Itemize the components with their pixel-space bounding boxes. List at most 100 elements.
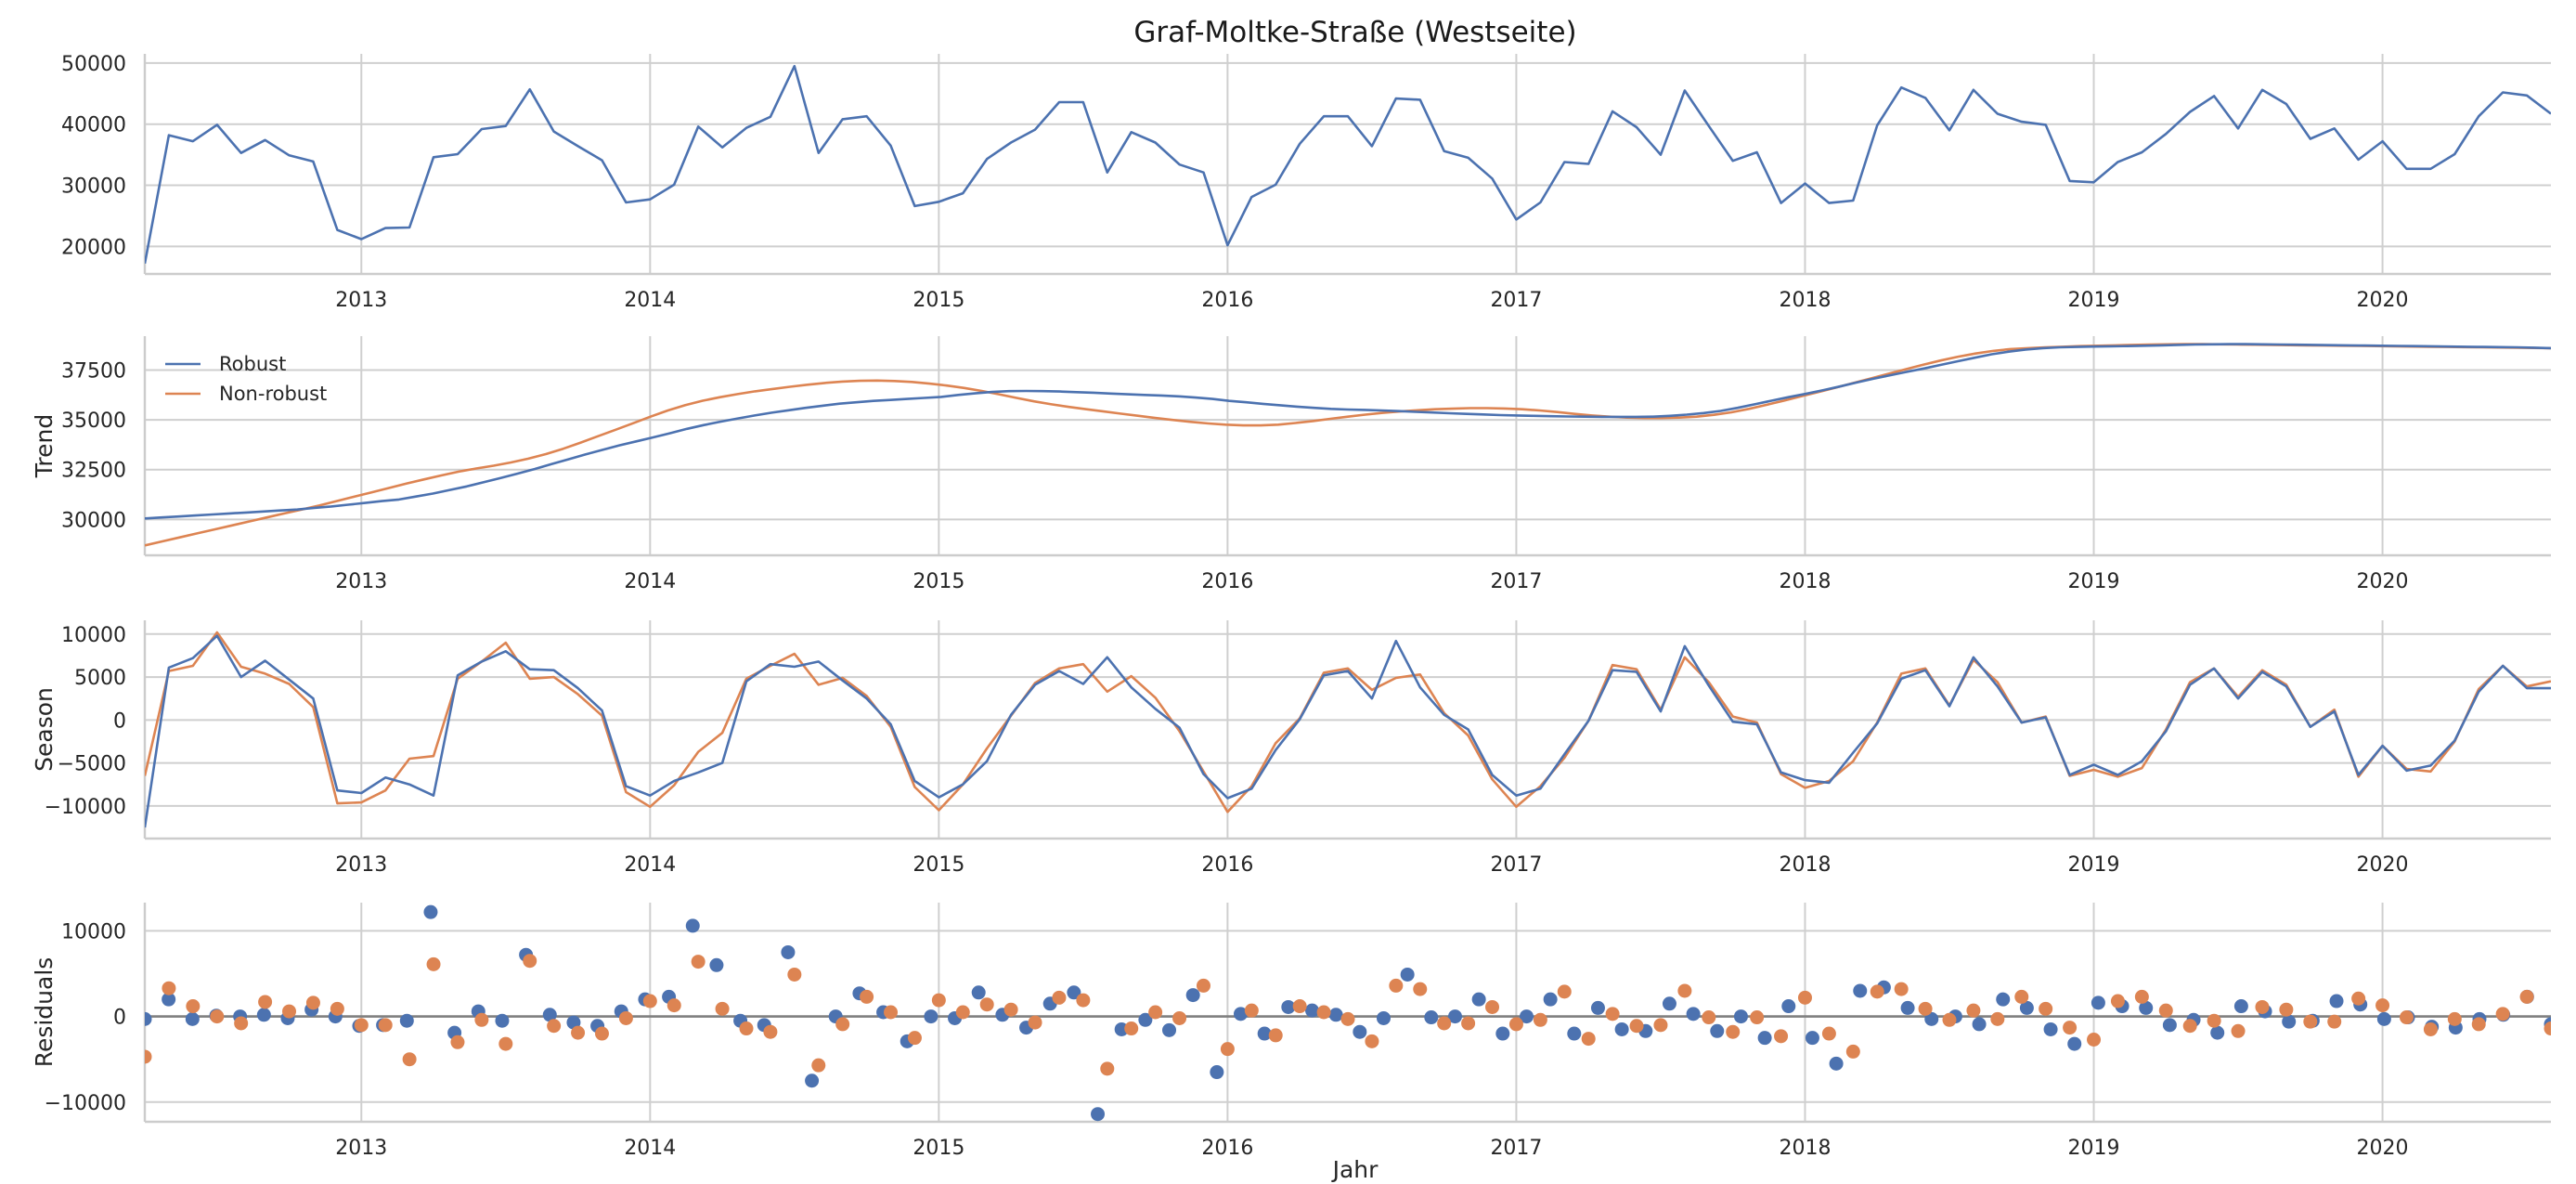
residual-point-non-robust: [1268, 1028, 1283, 1043]
residual-point-non-robust: [186, 999, 201, 1014]
residual-point-non-robust: [1365, 1034, 1379, 1048]
residual-point-non-robust: [1966, 1003, 1981, 1018]
x-tick-label: 2014: [624, 1137, 676, 1160]
series-line-trend-robust: [145, 343, 2551, 520]
residual-point-non-robust: [1124, 1021, 1139, 1036]
x-tick-label: 2014: [624, 570, 676, 593]
residual-point-robust: [1185, 988, 1200, 1003]
y-tick-label: 20000: [61, 236, 126, 259]
y-tick-label: 0: [113, 1007, 126, 1030]
residual-point-robust: [971, 985, 986, 1000]
residual-point-non-robust: [1437, 1016, 1452, 1031]
residual-point-robust: [1519, 1009, 1534, 1024]
residual-point-robust: [2162, 1018, 2177, 1033]
residual-point-robust: [1614, 1021, 1629, 1036]
residual-point-robust: [1495, 1026, 1510, 1041]
residual-point-robust: [1353, 1024, 1367, 1039]
residual-point-robust: [924, 1009, 938, 1024]
residual-point-non-robust: [1533, 1012, 1547, 1027]
residual-point-non-robust: [715, 1001, 730, 1016]
y-tick-label: 0: [113, 709, 126, 733]
residual-point-non-robust: [1340, 1011, 1355, 1026]
residual-point-non-robust: [1726, 1024, 1741, 1039]
residual-point-non-robust: [2063, 1021, 2078, 1035]
residual-point-robust: [2019, 1000, 2034, 1015]
residual-point-robust: [1829, 1056, 1844, 1071]
y-tick-label: 37500: [61, 359, 126, 383]
panel-residuals: −10000 0 10000 2013 2014 2015 2016 2017 2018 2019…: [31, 903, 2551, 1160]
residual-point-non-robust: [1052, 990, 1067, 1005]
residual-point-robust: [1805, 1031, 1819, 1046]
residual-point-non-robust: [1702, 1010, 1716, 1025]
residual-point-non-robust: [1003, 1002, 1018, 1017]
residual-point-robust: [781, 944, 796, 959]
residual-point-non-robust: [1076, 993, 1091, 1008]
residual-point-non-robust: [739, 1021, 754, 1036]
x-tick-label: 2020: [2357, 570, 2409, 593]
residual-point-non-robust: [2327, 1014, 2342, 1029]
residual-point-robust: [145, 1011, 152, 1026]
plot-area-residuals: [145, 904, 2551, 1122]
y-tick-label: −10000: [45, 796, 126, 819]
plot-area-observed: [145, 64, 2551, 265]
residual-point-non-robust: [1100, 1061, 1115, 1076]
x-axis-label: Jahr: [1331, 1156, 1379, 1183]
residual-point-non-robust: [1942, 1012, 1957, 1027]
x-tick-label: 2017: [1490, 570, 1542, 593]
x-tick-label: 2020: [2357, 1137, 2409, 1160]
residual-point-robust: [399, 1013, 414, 1028]
x-tick-label: 2019: [2068, 570, 2120, 593]
residual-point-robust: [1281, 999, 1296, 1014]
residual-point-non-robust: [884, 1005, 899, 1020]
residual-point-non-robust: [1918, 1001, 1933, 1016]
residual-point-non-robust: [2255, 999, 2270, 1014]
chart-title: Graf-Moltke-Straße (Westseite): [1133, 16, 1576, 49]
residual-point-robust: [1853, 983, 1868, 998]
residual-point-non-robust: [618, 1010, 633, 1025]
residual-point-robust: [805, 1073, 820, 1088]
residual-point-non-robust: [330, 1001, 344, 1016]
residual-point-robust: [1091, 1107, 1106, 1122]
residual-point-non-robust: [2182, 1019, 2197, 1034]
residual-point-robust: [2282, 1014, 2297, 1029]
residual-point-robust: [1710, 1023, 1725, 1038]
series-line-season-non-robust: [145, 631, 2551, 813]
residual-point-non-robust: [1389, 978, 1404, 993]
x-tick-label: 2018: [1779, 853, 1831, 877]
y-axis-label-trend: Trend: [31, 414, 58, 478]
residual-point-non-robust: [2231, 1023, 2246, 1038]
y-tick-label: 30000: [61, 509, 126, 532]
residual-point-robust: [162, 992, 176, 1007]
y-tick-label: 35000: [61, 410, 126, 433]
residual-point-non-robust: [282, 1004, 297, 1019]
y-tick-label: −10000: [45, 1092, 126, 1115]
residual-point-robust: [2139, 1000, 2154, 1015]
residual-point-robust: [256, 1008, 271, 1022]
residual-point-non-robust: [955, 1005, 970, 1020]
panel-trend: 30000 32500 35000 37500 2013 2014 2015 2016 2017…: [31, 336, 2551, 593]
residual-point-non-robust: [2447, 1011, 2462, 1026]
residual-point-non-robust: [1148, 1005, 1163, 1020]
residual-point-non-robust: [1677, 983, 1692, 998]
residual-point-non-robust: [1821, 1026, 1836, 1041]
residual-point-non-robust: [2014, 989, 2029, 1004]
residual-point-non-robust: [2207, 1013, 2221, 1028]
residual-point-non-robust: [1653, 1018, 1668, 1033]
residual-point-robust: [1210, 1065, 1224, 1080]
residual-point-non-robust: [907, 1031, 922, 1046]
y-tick-label: 50000: [61, 53, 126, 76]
residual-point-robust: [1305, 1003, 1320, 1018]
x-tick-label: 2019: [2068, 289, 2120, 312]
residual-point-non-robust: [1845, 1044, 1860, 1059]
residual-point-non-robust: [642, 994, 657, 1008]
x-tick-label: 2020: [2357, 853, 2409, 877]
residual-point-robust: [1328, 1008, 1343, 1022]
panel-observed: 20000 30000 40000 50000 2013 2014 2015 2016 2017…: [61, 53, 2551, 312]
series-line-season-robust: [145, 634, 2551, 828]
residual-point-robust: [1067, 985, 1081, 1000]
panel-season: −10000 −5000 0 5000 10000 2013 2014 2015 2016 201…: [31, 620, 2551, 877]
x-tick-label: 2013: [335, 1137, 387, 1160]
residual-point-robust: [1924, 1011, 1939, 1026]
residual-point-non-robust: [860, 989, 874, 1004]
